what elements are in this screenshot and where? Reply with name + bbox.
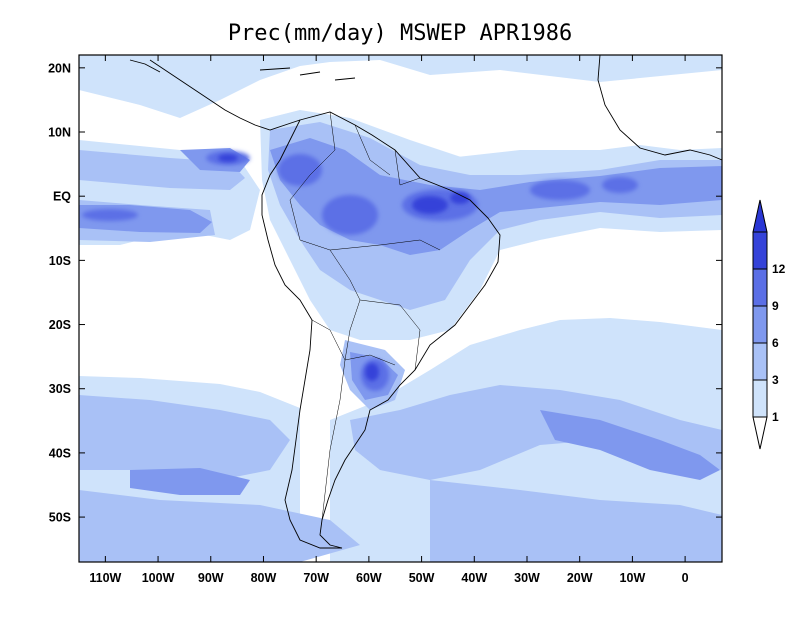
y-axis: 20N 10N EQ 10S 20S 30S 40S 50S	[48, 61, 722, 525]
precipitation-field	[79, 55, 722, 562]
y-tick-label: 30S	[49, 382, 71, 396]
x-tick-label: 30W	[514, 571, 540, 585]
colorbar-segment	[752, 231, 768, 270]
colorbar-segment	[752, 305, 768, 344]
x-tick-label: 50W	[409, 571, 435, 585]
x-tick-label: 110W	[89, 571, 121, 585]
x-tick-label: 70W	[303, 571, 329, 585]
y-tick-label: 10N	[48, 126, 71, 140]
colorbar-label: 3	[772, 373, 779, 387]
x-tick-label: 100W	[142, 571, 175, 585]
colorbar-label: 9	[772, 299, 779, 313]
y-tick-label: 10S	[49, 254, 71, 268]
coastlines	[129, 55, 722, 549]
x-tick-label: 10W	[620, 571, 646, 585]
precip-band-peak	[218, 154, 470, 381]
x-tick-label: 90W	[198, 571, 224, 585]
y-tick-label: EQ	[53, 190, 71, 204]
x-tick-label: 60W	[356, 571, 382, 585]
x-tick-label: 20W	[567, 571, 593, 585]
colorbar-segment	[752, 379, 768, 418]
x-tick-label: 40W	[461, 571, 487, 585]
x-tick-label: 80W	[251, 571, 277, 585]
plot-frame	[78, 54, 723, 563]
colorbar-extend-bottom	[752, 416, 768, 450]
x-tick-label: 0	[682, 571, 689, 585]
map-title: Prec(mm/day) MSWEP APR1986	[228, 21, 572, 46]
colorbar-segment	[752, 342, 768, 381]
y-tick-label: 40S	[49, 446, 71, 460]
y-tick-label: 20N	[48, 61, 71, 75]
colorbar: 1 3 6 9 12	[752, 199, 786, 450]
country-borders	[289, 111, 441, 521]
y-tick-label: 50S	[49, 511, 71, 525]
precip-band-medium	[79, 122, 722, 562]
colorbar-segment	[752, 268, 768, 307]
colorbar-label: 6	[772, 336, 779, 350]
colorbar-label: 12	[772, 262, 786, 276]
x-axis: 110W 100W 90W 80W 70W 60W 50W 40W 30W 20W 10W 0	[89, 55, 689, 585]
colorbar-label: 1	[772, 410, 779, 424]
colorbar-extend-top	[752, 199, 768, 233]
y-tick-label: 20S	[49, 318, 71, 332]
